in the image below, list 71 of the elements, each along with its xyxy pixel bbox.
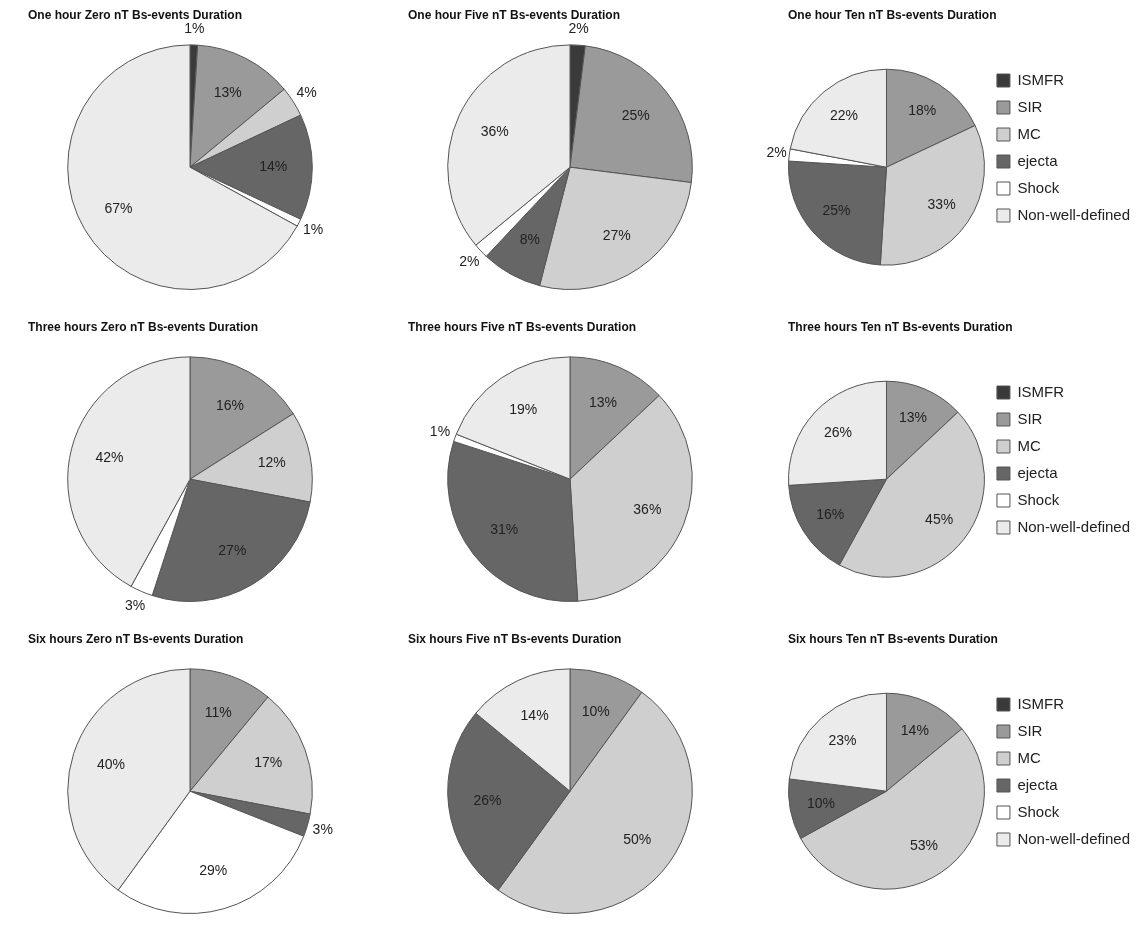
chart-title: Six hours Zero nT Bs-events Duration [28,631,244,646]
data-label: 10% [807,794,836,811]
data-label: 25% [822,202,851,219]
legend-label: ISMFR [1017,382,1065,400]
legend-label: Shock [1017,490,1060,508]
data-label: 67% [104,200,133,217]
data-label: 42% [95,449,124,466]
legend-label: MC [1017,124,1041,142]
data-label: 3% [125,596,146,613]
data-label: 13% [589,393,618,410]
legend-label: SIR [1017,97,1043,115]
data-label: 1% [184,19,205,36]
legend-label: SIR [1017,409,1043,427]
chart-title: Six hours Ten nT Bs-events Duration [788,631,998,646]
data-label: 27% [218,541,247,558]
data-label: 2% [568,20,589,37]
legend-label: Non-well-defined [1017,205,1130,223]
legend-label: Non-well-defined [1017,517,1130,535]
data-label: 36% [480,122,509,139]
data-label: 18% [908,101,937,118]
legend-label: ejecta [1017,775,1059,793]
legend-label: SIR [1017,721,1043,739]
data-label: 26% [823,424,852,441]
chart-title: Three hours Ten nT Bs-events Duration [788,319,1013,334]
data-label: 13% [213,83,242,100]
data-label: 23% [828,732,857,749]
data-label: 1% [429,423,451,440]
data-label: 8% [519,230,541,247]
data-label: 29% [199,861,228,878]
data-label: 14% [900,721,929,738]
legend-label: Shock [1017,802,1060,820]
legend-label: ejecta [1017,151,1059,169]
data-label: 50% [623,830,652,847]
legend-label: ISMFR [1017,70,1065,88]
legend-label: ISMFR [1017,694,1065,712]
data-label: 2% [459,252,480,269]
data-label: 11% [204,703,232,720]
data-label: 1% [303,220,324,237]
chart-title: Three hours Five nT Bs-events Duration [408,319,637,334]
data-label: 13% [898,408,927,425]
data-label: 25% [621,107,650,124]
data-label: 36% [633,500,662,517]
data-label: 2% [766,144,787,161]
chart-title: Three hours Zero nT Bs-events Duration [28,319,259,334]
data-label: 27% [602,226,631,243]
data-label: 40% [96,756,125,773]
data-label: 3% [312,820,333,837]
legend-label: MC [1017,436,1041,454]
legend-label: Shock [1017,178,1060,196]
data-label: 45% [925,510,954,527]
legend-label: ejecta [1017,463,1059,481]
data-label: 26% [473,792,502,809]
data-label: 16% [816,505,845,522]
data-label: 10% [581,702,610,719]
data-label: 14% [520,706,549,723]
chart-title: One hour Zero nT Bs-events Duration [28,7,243,22]
data-label: 22% [829,106,859,123]
legend-label: MC [1017,748,1041,766]
data-label: 31% [490,521,519,538]
data-label: 4% [296,84,317,101]
data-label: 14% [259,158,288,175]
data-label: 33% [927,195,956,212]
chart-title: One hour Five nT Bs-events Duration [408,7,621,22]
data-label: 53% [909,837,938,854]
chart-title: One hour Ten nT Bs-events Duration [788,7,997,22]
data-label: 12% [257,454,286,471]
data-label: 16% [216,397,245,414]
legend-label: Non-well-defined [1017,829,1130,847]
chart-title: Six hours Five nT Bs-events Duration [408,631,622,646]
data-label: 19% [509,401,538,418]
data-label: 17% [254,753,283,770]
